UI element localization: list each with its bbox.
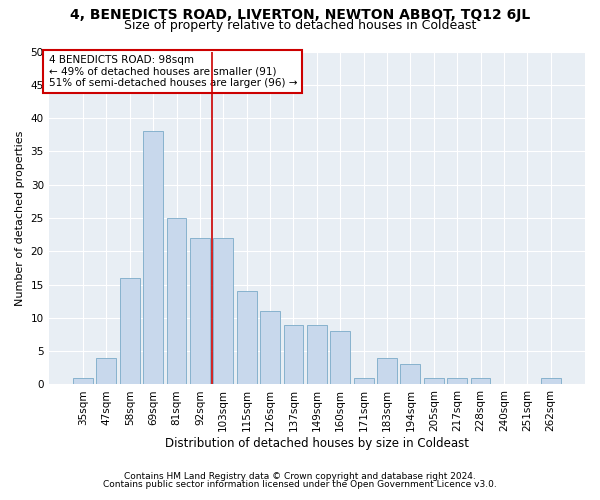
Y-axis label: Number of detached properties: Number of detached properties <box>15 130 25 306</box>
Bar <box>190 238 210 384</box>
Bar <box>97 358 116 384</box>
Bar <box>167 218 187 384</box>
Bar <box>330 331 350 384</box>
Bar <box>143 132 163 384</box>
Bar <box>307 324 327 384</box>
Bar <box>400 364 421 384</box>
Bar <box>214 238 233 384</box>
X-axis label: Distribution of detached houses by size in Coldeast: Distribution of detached houses by size … <box>165 437 469 450</box>
Text: Contains HM Land Registry data © Crown copyright and database right 2024.: Contains HM Land Registry data © Crown c… <box>124 472 476 481</box>
Text: 4 BENEDICTS ROAD: 98sqm
← 49% of detached houses are smaller (91)
51% of semi-de: 4 BENEDICTS ROAD: 98sqm ← 49% of detache… <box>49 55 297 88</box>
Bar <box>424 378 443 384</box>
Text: Size of property relative to detached houses in Coldeast: Size of property relative to detached ho… <box>124 19 476 32</box>
Bar <box>260 311 280 384</box>
Bar <box>237 291 257 384</box>
Bar <box>353 378 374 384</box>
Bar <box>73 378 93 384</box>
Text: 4, BENEDICTS ROAD, LIVERTON, NEWTON ABBOT, TQ12 6JL: 4, BENEDICTS ROAD, LIVERTON, NEWTON ABBO… <box>70 8 530 22</box>
Bar <box>284 324 304 384</box>
Bar <box>377 358 397 384</box>
Text: Contains public sector information licensed under the Open Government Licence v3: Contains public sector information licen… <box>103 480 497 489</box>
Bar <box>470 378 490 384</box>
Bar <box>120 278 140 384</box>
Bar <box>541 378 560 384</box>
Bar <box>447 378 467 384</box>
